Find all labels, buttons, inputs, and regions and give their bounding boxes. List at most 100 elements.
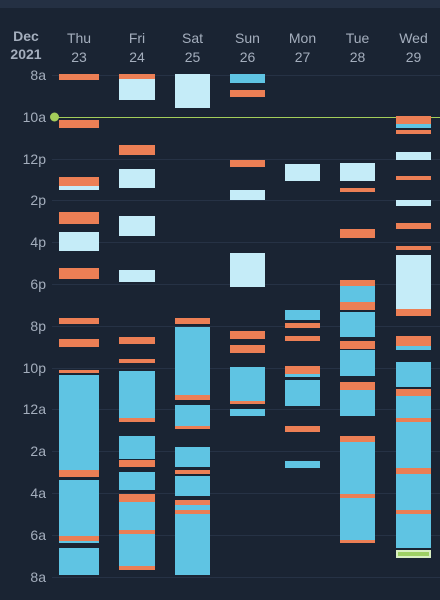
deep-sleep-block[interactable] <box>119 534 155 566</box>
deep-sleep-block[interactable] <box>396 362 431 387</box>
day-header-wed[interactable]: Wed 29 <box>389 30 439 65</box>
deep-sleep-block[interactable] <box>230 367 265 401</box>
awake-block[interactable] <box>230 331 265 339</box>
awake-block[interactable] <box>396 510 431 514</box>
deep-sleep-block[interactable] <box>175 476 210 496</box>
day-header-fri[interactable]: Fri 24 <box>112 30 162 65</box>
deep-sleep-block[interactable] <box>396 514 431 548</box>
light-sleep-block[interactable] <box>396 200 431 206</box>
day-header-sun[interactable]: Sun 26 <box>223 30 273 65</box>
deep-sleep-block[interactable] <box>396 422 431 468</box>
light-sleep-block[interactable] <box>119 79 155 100</box>
awake-block[interactable] <box>119 359 155 363</box>
deep-sleep-block[interactable] <box>285 380 320 406</box>
awake-block[interactable] <box>175 426 210 429</box>
deep-sleep-block[interactable] <box>340 390 375 416</box>
awake-block[interactable] <box>59 74 99 80</box>
awake-block[interactable] <box>175 470 210 474</box>
light-sleep-block[interactable] <box>285 164 320 181</box>
awake-block[interactable] <box>119 460 155 467</box>
deep-sleep-block[interactable] <box>119 502 155 530</box>
deep-sleep-block[interactable] <box>230 74 265 83</box>
awake-block[interactable] <box>340 302 375 310</box>
awake-block[interactable] <box>396 468 431 474</box>
awake-block[interactable] <box>396 336 431 346</box>
awake-block[interactable] <box>340 436 375 442</box>
awake-block[interactable] <box>340 280 375 286</box>
deep-sleep-block[interactable] <box>396 124 431 128</box>
light-sleep-block[interactable] <box>119 270 155 282</box>
deep-sleep-block[interactable] <box>396 474 431 510</box>
awake-block[interactable] <box>59 212 99 224</box>
light-sleep-block[interactable] <box>175 74 210 108</box>
deep-sleep-block[interactable] <box>59 548 99 575</box>
awake-block[interactable] <box>59 268 99 279</box>
deep-sleep-block[interactable] <box>59 541 99 543</box>
awake-block[interactable] <box>396 130 431 134</box>
current-marker-block[interactable] <box>396 550 431 558</box>
awake-block[interactable] <box>396 246 431 250</box>
awake-block[interactable] <box>396 389 431 396</box>
awake-block[interactable] <box>340 188 375 192</box>
awake-block[interactable] <box>230 160 265 167</box>
deep-sleep-block[interactable] <box>119 472 155 490</box>
day-header-tue[interactable]: Tue 28 <box>333 30 383 65</box>
deep-sleep-block[interactable] <box>175 514 210 575</box>
day-header-mon[interactable]: Mon 27 <box>278 30 328 65</box>
deep-sleep-block[interactable] <box>396 346 431 350</box>
light-sleep-block[interactable] <box>230 190 265 200</box>
awake-block[interactable] <box>230 401 265 404</box>
awake-block[interactable] <box>396 309 431 316</box>
awake-block[interactable] <box>340 494 375 498</box>
light-sleep-block[interactable] <box>59 186 99 190</box>
deep-sleep-block[interactable] <box>285 310 320 320</box>
awake-block[interactable] <box>119 145 155 155</box>
deep-sleep-block[interactable] <box>175 327 210 395</box>
awake-block[interactable] <box>119 74 155 79</box>
deep-sleep-block[interactable] <box>119 436 155 459</box>
awake-block[interactable] <box>59 536 99 541</box>
deep-sleep-block[interactable] <box>175 505 210 510</box>
light-sleep-block[interactable] <box>119 169 155 188</box>
awake-block[interactable] <box>285 366 320 374</box>
awake-block[interactable] <box>119 566 155 570</box>
awake-block[interactable] <box>59 318 99 324</box>
light-sleep-block[interactable] <box>340 163 375 181</box>
awake-block[interactable] <box>396 116 431 124</box>
awake-block[interactable] <box>340 229 375 238</box>
deep-sleep-block[interactable] <box>340 286 375 302</box>
deep-sleep-block[interactable] <box>340 312 375 337</box>
awake-block[interactable] <box>230 345 265 353</box>
deep-sleep-block[interactable] <box>285 374 320 377</box>
awake-block[interactable] <box>340 540 375 543</box>
deep-sleep-block[interactable] <box>119 371 155 418</box>
awake-block[interactable] <box>119 494 155 502</box>
awake-block[interactable] <box>230 90 265 97</box>
awake-block[interactable] <box>119 418 155 422</box>
awake-block[interactable] <box>175 500 210 505</box>
awake-block[interactable] <box>59 177 99 186</box>
awake-block[interactable] <box>340 382 375 390</box>
awake-block[interactable] <box>59 339 99 347</box>
awake-block[interactable] <box>340 341 375 349</box>
deep-sleep-block[interactable] <box>340 442 375 494</box>
awake-block[interactable] <box>285 426 320 432</box>
deep-sleep-block[interactable] <box>175 447 210 467</box>
awake-block[interactable] <box>285 323 320 328</box>
day-header-thu[interactable]: Thu 23 <box>54 30 104 65</box>
deep-sleep-block[interactable] <box>396 396 431 418</box>
awake-block[interactable] <box>59 120 99 128</box>
awake-block[interactable] <box>175 510 210 514</box>
awake-block[interactable] <box>175 318 210 324</box>
awake-block[interactable] <box>59 470 99 477</box>
light-sleep-block[interactable] <box>396 255 431 309</box>
light-sleep-block[interactable] <box>396 152 431 160</box>
day-header-sat[interactable]: Sat 25 <box>168 30 218 65</box>
awake-block[interactable] <box>119 337 155 344</box>
awake-block[interactable] <box>59 370 99 373</box>
awake-block[interactable] <box>119 530 155 534</box>
awake-block[interactable] <box>175 395 210 400</box>
deep-sleep-block[interactable] <box>285 461 320 468</box>
awake-block[interactable] <box>396 223 431 229</box>
light-sleep-block[interactable] <box>230 253 265 287</box>
